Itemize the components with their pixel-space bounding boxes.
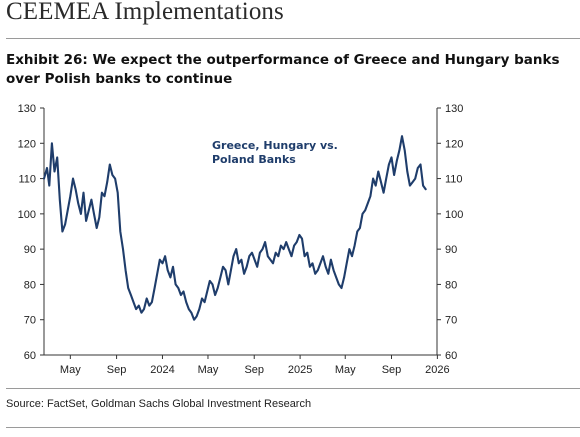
y-tick-label-right: 120 (445, 138, 463, 150)
y-tick-label-left: 120 (18, 138, 36, 150)
series-line (42, 135, 427, 321)
y-tick-label-left: 80 (24, 279, 36, 291)
y-tick-label-left: 90 (24, 244, 36, 256)
x-tick-label: May (198, 364, 219, 376)
y-tick-label-left: 110 (18, 174, 36, 186)
y-tick-label-left: 100 (18, 209, 36, 221)
x-tick-label: 2024 (150, 364, 174, 376)
x-tick-label: Sep (244, 364, 264, 376)
x-tick-label: 2025 (288, 364, 312, 376)
y-tick-label-left: 70 (24, 315, 36, 327)
line-chart: 60 60 70 70 80 80 90 90 100 100 110 110 120 120 130 130… (18, 103, 464, 376)
series-annotation-line: Poland Banks (212, 153, 296, 166)
exhibit-title: Exhibit 26: We expect the outperformance… (6, 52, 560, 87)
y-tick-label-left: 60 (24, 350, 36, 362)
page-header-title: CEEMEA Implementations (6, 0, 284, 25)
y-tick-label-left: 130 (18, 103, 36, 115)
y-tick-label-right: 130 (445, 103, 463, 115)
y-tick-label-right: 100 (445, 209, 463, 221)
y-tick-label-right: 60 (445, 350, 457, 362)
y-tick-label-right: 90 (445, 244, 457, 256)
x-tick-label: May (60, 364, 81, 376)
x-tick-label: May (335, 364, 356, 376)
chart-series (42, 135, 427, 321)
chart-annotation: Greece, Hungary vs.Poland Banks (212, 139, 338, 166)
series-annotation-line: Greece, Hungary vs. (212, 139, 338, 152)
y-tick-label-right: 70 (445, 315, 457, 327)
x-tick-label: Sep (382, 364, 402, 376)
x-tick-label: Sep (107, 364, 127, 376)
x-tick-label: 2026 (425, 364, 449, 376)
chart-axes: 60 60 70 70 80 80 90 90 100 100 110 110 120 120 130 130… (18, 103, 464, 376)
header-divider (6, 38, 580, 39)
y-tick-label-right: 110 (445, 174, 463, 186)
y-tick-label-right: 80 (445, 279, 457, 291)
source-note: Source: FactSet, Goldman Sachs Global In… (6, 398, 312, 410)
chart-footer-divider (6, 388, 580, 389)
footer-divider (6, 427, 580, 428)
